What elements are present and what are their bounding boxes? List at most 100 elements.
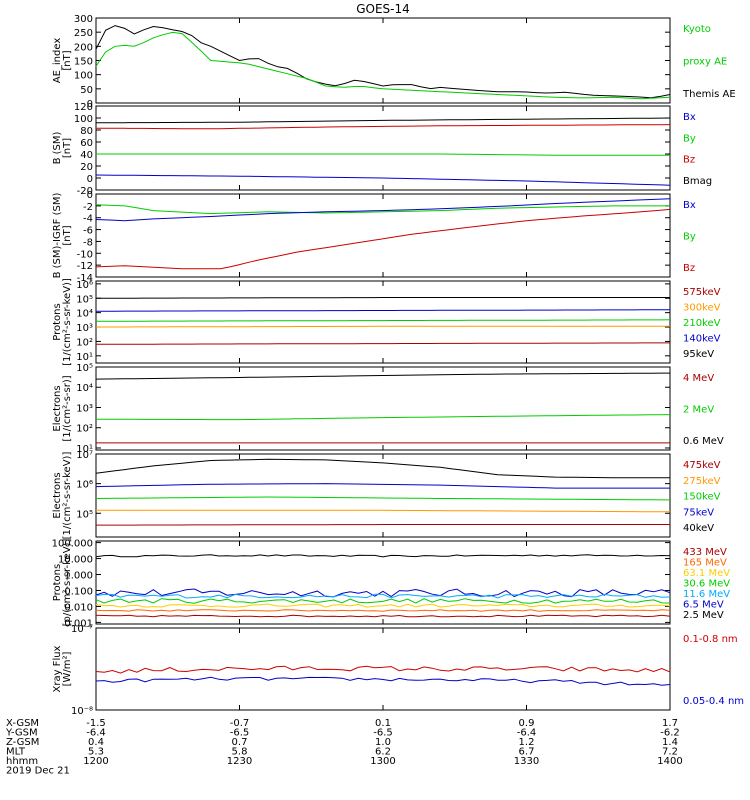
y-tick-label: 0 xyxy=(87,190,93,201)
panel-protons-2: 0.001 0.010 0.100 1.000 10.000 100.000 Protons… xyxy=(52,539,731,630)
series-line-0-1-0-8-nm xyxy=(95,665,671,674)
legend-63-1-mev: 63.1 MeV xyxy=(683,568,730,579)
legend-150kev: 150keV xyxy=(683,492,721,503)
y-tick-label: 150 xyxy=(74,57,93,68)
y-axis-label: B (SM)-IGRF (SM) xyxy=(52,193,63,279)
series-line-bx xyxy=(95,198,671,222)
x-row-value: -6.4 xyxy=(86,728,106,739)
panel-protons-1: 10¹ 10² 10³ 10⁴ 10⁵ 10⁶ Protons [1/(cm²-s-sr-ke… xyxy=(52,278,721,366)
y-axis-label: B (SM) xyxy=(52,131,63,164)
legend-2-mev: 2 MeV xyxy=(683,405,714,416)
x-row-value: -6.4 xyxy=(517,728,537,739)
y-tick-label: 0 xyxy=(87,99,93,110)
x-row-value: 0.7 xyxy=(232,737,248,748)
y-tick-label: -8 xyxy=(83,237,93,248)
x-row-value: 5.3 xyxy=(88,747,104,758)
panel-ae: 0 50 100 150 200 250 300 AE_index [nT] Kyoto proxy… xyxy=(52,14,736,110)
series-line-2-mev xyxy=(95,414,671,421)
x-row-value: -6.5 xyxy=(373,728,393,739)
legend-0-1-0-8-nm: 0.1-0.8 nm xyxy=(683,634,738,645)
x-row-value: 1.4 xyxy=(662,737,678,748)
y-tick-label: 0.100 xyxy=(64,586,93,597)
y-tick-label: -4 xyxy=(83,214,93,225)
y-axis-label: [p/(cm²-s-sr-keV)] xyxy=(62,539,73,627)
x-row-value: 1230 xyxy=(227,756,252,767)
y-tick-label: 10⁵ xyxy=(76,294,93,305)
legend-165-mev: 165 MeV xyxy=(683,558,727,569)
x-row-value: -6.5 xyxy=(230,728,250,739)
legend-themis-ae: Themis AE xyxy=(682,89,736,100)
y-tick-label: 40 xyxy=(80,150,93,161)
legend-bx: Bx xyxy=(683,200,696,211)
series-line-140kev xyxy=(96,309,670,312)
series-line-kyoto-proxy-ae xyxy=(95,31,671,100)
series-line-by xyxy=(95,204,670,215)
series-line-63-1-mev xyxy=(95,603,671,608)
legend-by: By xyxy=(683,232,696,243)
series-line-bz xyxy=(95,124,671,130)
y-axis-label: [1/(cm²-s-sr-keV)] xyxy=(62,452,73,540)
plot-title: GOES-14 xyxy=(356,2,410,16)
x-row-value: -6.2 xyxy=(660,728,680,739)
y-tick-label: 10⁴ xyxy=(76,309,93,320)
series-line-95kev xyxy=(95,297,670,299)
legend-575kev: 575keV xyxy=(683,287,721,298)
series-line-75kev xyxy=(95,483,670,489)
panel-xray: 10⁻⁸ 10⁻⁷ Xray Flux [W/m²] 0.1-0.8 nm 0.05-0.… xyxy=(52,624,744,717)
x-row-value: 1330 xyxy=(514,756,539,767)
series-line-433-mev xyxy=(95,614,671,618)
x-row-value: 1.0 xyxy=(375,737,391,748)
y-axis-label: Protons xyxy=(52,564,63,601)
y-tick-label: 10¹ xyxy=(76,352,93,363)
y-tick-label: -12 xyxy=(77,261,93,272)
x-axis-labels: X-GSM -1.5 -0.7 0.1 0.9 1.7 Y-GSM -6.4 -6.5 -6.5 -… xyxy=(5,718,683,777)
y-tick-label: 10⁵ xyxy=(76,363,93,374)
y-tick-label: 80 xyxy=(80,126,93,137)
y-tick-label: 10.000 xyxy=(58,555,93,566)
legend-0-05-0-4-nm: 0.05-0.4 nm xyxy=(683,696,744,707)
y-tick-label: 250 xyxy=(74,28,93,39)
x-row-value: 6.7 xyxy=(519,747,535,758)
y-tick-label: 10⁵ xyxy=(76,509,93,520)
x-row-value: 6.2 xyxy=(375,747,391,758)
y-axis-label: Protons xyxy=(52,303,63,340)
panel-electrons-1: 10¹ 10² 10³ 10⁴ 10⁵ Electrons [1/(cm²-s-sr)] 4 … xyxy=(52,363,724,455)
y-tick-label: 100 xyxy=(74,71,93,82)
x-row-label-x-gsm: X-GSM xyxy=(6,718,39,729)
series-line-165-mev xyxy=(95,609,671,612)
legend-bmag: Bmag xyxy=(683,176,712,187)
legend-275kev: 275keV xyxy=(683,476,721,487)
y-tick-label: 50 xyxy=(80,85,93,96)
series-line-475kev xyxy=(96,524,670,526)
y-axis-label: [1/(cm²-s-sr)] xyxy=(62,375,73,441)
y-axis-label: [nT] xyxy=(62,138,73,158)
y-tick-label: 120 xyxy=(74,102,93,113)
y-tick-label: 10³ xyxy=(76,323,93,334)
legend-140kev: 140keV xyxy=(683,334,721,345)
legend-bz: Bz xyxy=(683,155,695,166)
legend-30-6-mev: 30.6 MeV xyxy=(683,579,730,590)
y-tick-label: 100.000 xyxy=(52,539,93,550)
series-line-2-5-mev xyxy=(95,554,671,558)
y-axis-label: [nT] xyxy=(62,50,73,70)
series-line-275kev xyxy=(96,509,670,513)
series-line-0-6-mev xyxy=(95,372,670,380)
series-line-40kev xyxy=(95,458,670,479)
legend-bz: Bz xyxy=(683,263,695,274)
x-row-value: 1.2 xyxy=(519,737,535,748)
panel-b-igrf: -14-12-10-8-6-4-20 B (SM)-IGRF (SM) [nT] Bx… xyxy=(52,190,696,284)
y-tick-label: 20 xyxy=(80,162,93,173)
y-tick-label: 10⁴ xyxy=(76,383,93,394)
y-tick-label: 10⁶ xyxy=(76,480,93,491)
legend-75kev: 75keV xyxy=(683,507,714,518)
x-row-value: 1300 xyxy=(370,756,395,767)
y-tick-label: 0.010 xyxy=(64,602,93,613)
y-axis-label: AE_index xyxy=(52,38,63,84)
y-tick-label: 10² xyxy=(76,337,93,348)
legend-95kev: 95keV xyxy=(683,349,714,360)
series-line-bx xyxy=(95,174,671,186)
x-row-value: -0.7 xyxy=(230,718,250,729)
legend-0-6-mev: 0.6 MeV xyxy=(683,436,724,447)
